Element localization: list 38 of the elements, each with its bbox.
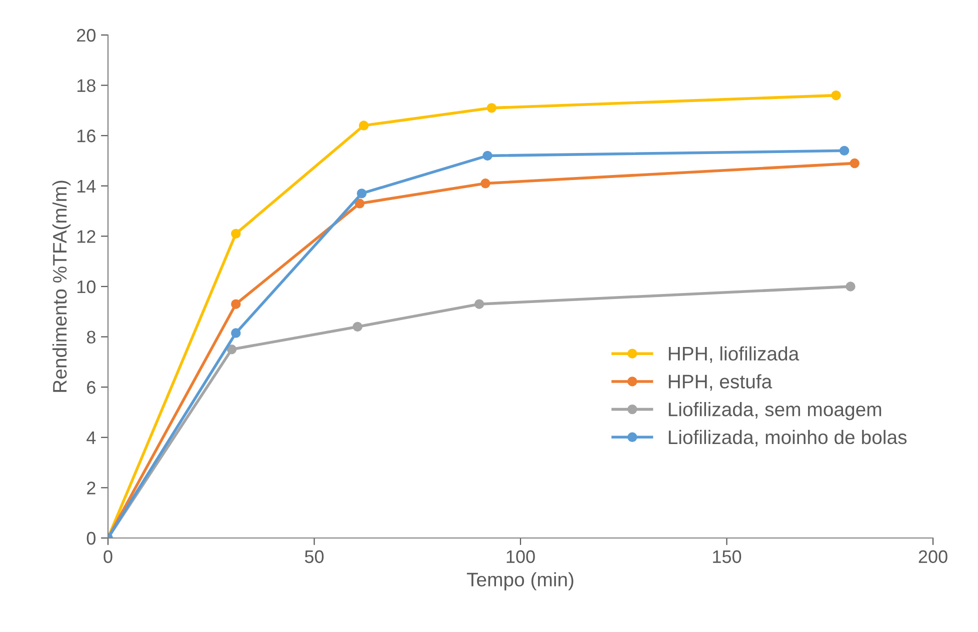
point	[482, 150, 492, 161]
y-tick-label: 16	[77, 130, 96, 142]
x-tick-label: 0	[104, 550, 112, 564]
legend-label: HPH, estufa	[668, 374, 772, 391]
legend-label: HPH, liofilizada	[668, 346, 800, 363]
point	[354, 198, 364, 208]
x-tick-label: 200	[918, 550, 948, 564]
point	[850, 158, 860, 168]
point	[231, 299, 241, 309]
point	[474, 299, 484, 309]
legend-label: Liofilizada, moinho de bolas	[668, 430, 907, 446]
x-tick-label: 150	[713, 550, 742, 564]
point	[231, 328, 241, 338]
point	[356, 188, 367, 198]
y-tick-label: 4	[86, 432, 96, 444]
y-tick-label: 6	[87, 381, 96, 394]
point	[480, 178, 490, 188]
y-tick-label: 0	[86, 532, 96, 545]
point	[839, 146, 850, 156]
x-tick-label: 100	[506, 550, 535, 564]
point	[352, 322, 362, 332]
point	[226, 344, 237, 354]
y-tick-label: 20	[77, 28, 96, 42]
point	[231, 228, 241, 239]
y-tick-label: 18	[77, 79, 96, 92]
point	[486, 103, 496, 113]
y-tick-label: 12	[77, 230, 96, 243]
y-tick-label: 8	[86, 330, 96, 344]
point	[831, 90, 841, 100]
legend-label: Liofilizada, sem moagem	[668, 402, 882, 420]
y-tick-label: 10	[77, 280, 96, 294]
x-tick-label: 50	[304, 550, 324, 564]
point	[358, 120, 369, 130]
point	[846, 282, 856, 292]
y-axis-title: Rendimento %TFA(m/m)	[52, 180, 71, 392]
x-axis-title: Tempo (min)	[466, 572, 574, 590]
y-tick-label: 14	[77, 180, 96, 192]
y-tick-label: 2	[87, 482, 96, 494]
